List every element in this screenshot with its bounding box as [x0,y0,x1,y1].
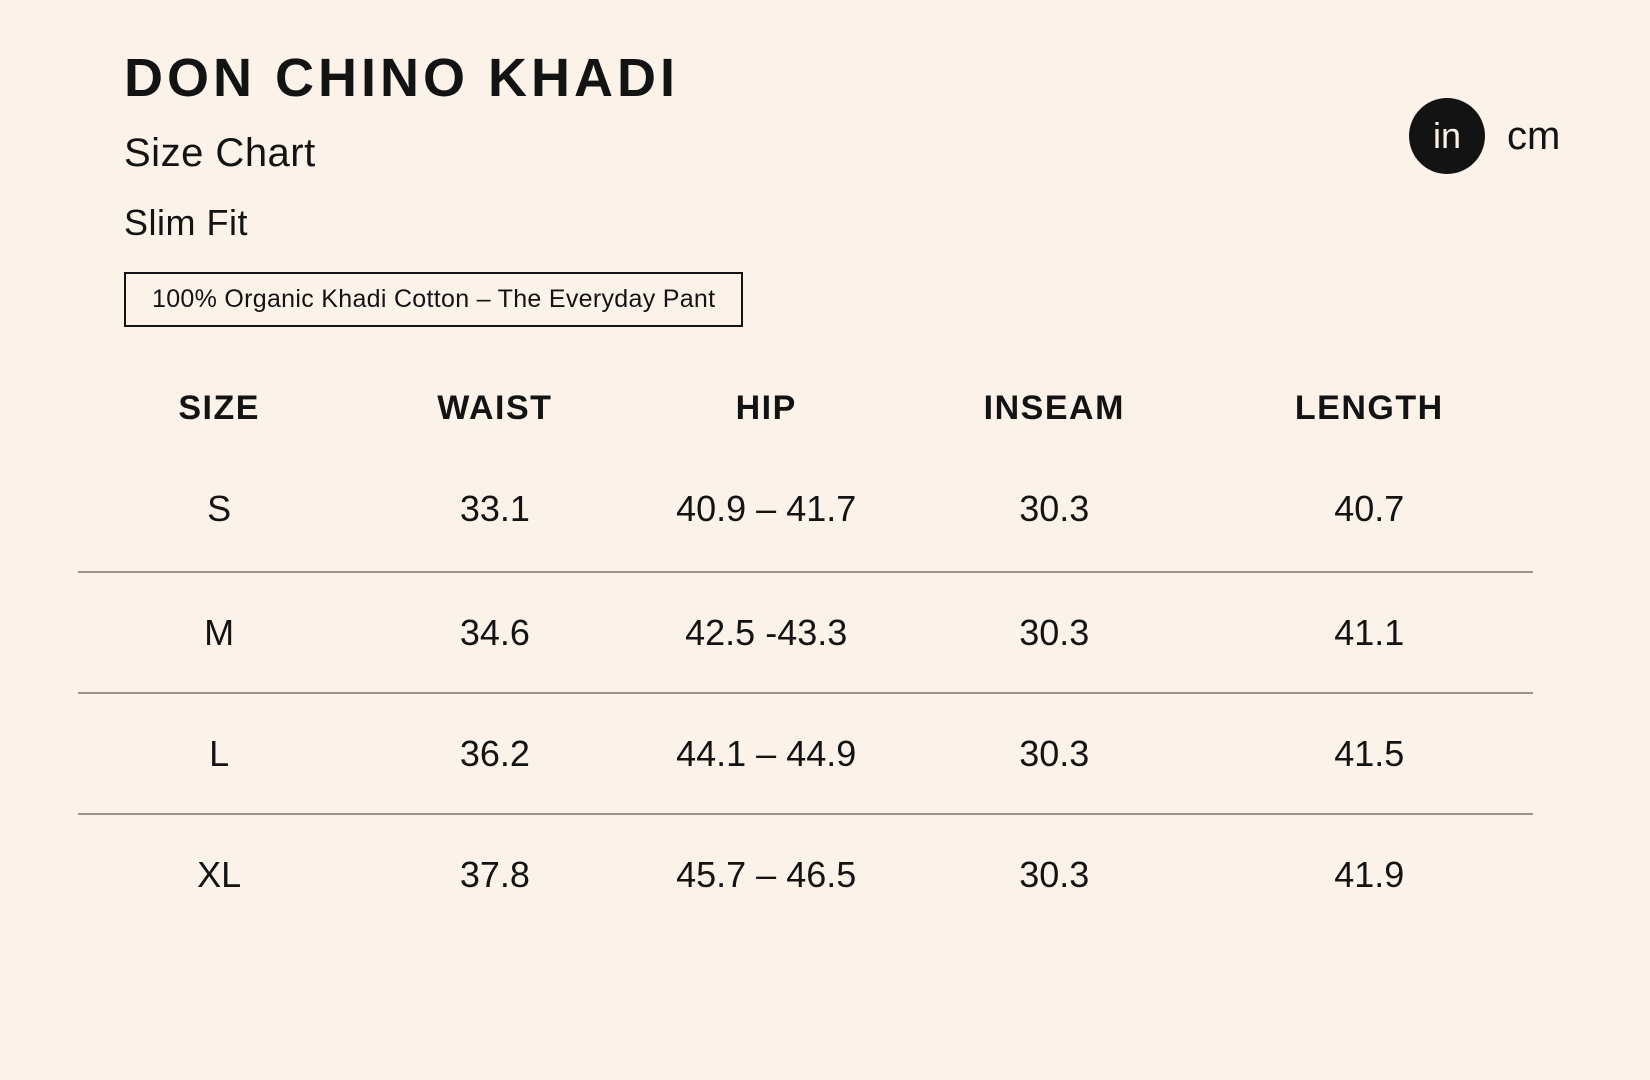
cell-hip: 40.9 – 41.7 [676,487,857,529]
cell-length: 41.9 [1334,853,1405,895]
cell-waist: 37.8 [459,853,530,895]
cell-waist: 34.6 [459,611,530,653]
page-title: Size Chart [124,130,316,175]
cell-waist: 36.2 [459,732,530,774]
cell-inseam: 30.3 [1019,853,1090,895]
cell-hip: 45.7 – 46.5 [676,853,857,895]
column-header-hip: HIP [735,388,797,427]
unit-cm-button[interactable]: cm [1507,114,1561,158]
header: DON CHINO KHADI Size Chart Slim Fit 100%… [124,48,744,327]
cell-length: 40.7 [1334,487,1405,529]
table-header-row: SIZE WAIST HIP INSEAM LENGTH [78,370,1533,446]
cell-size: M [204,611,235,653]
column-header-length: LENGTH [1294,388,1444,427]
product-title: DON CHINO KHADI [124,48,679,108]
cell-length: 41.1 [1334,611,1405,653]
fit-label: Slim Fit [124,201,248,243]
cell-size: XL [197,853,242,895]
cell-inseam: 30.3 [1019,487,1090,529]
size-table: SIZE WAIST HIP INSEAM LENGTH S 33.1 40.9… [78,370,1533,934]
cell-hip: 42.5 -43.3 [685,611,848,653]
table-row-l: L 36.2 44.1 – 44.9 30.3 41.5 [78,692,1533,813]
fabric-badge: 100% Organic Khadi Cotton – The Everyday… [124,271,744,327]
table-row-s: S 33.1 40.9 – 41.7 30.3 40.7 [78,446,1533,571]
cell-hip: 44.1 – 44.9 [676,732,857,774]
table-row-xl: XL 37.8 45.7 – 46.5 30.3 41.9 [78,813,1533,934]
cell-waist: 33.1 [459,487,530,529]
unit-in-button[interactable]: in [1409,98,1485,174]
cell-inseam: 30.3 [1019,611,1090,653]
column-header-inseam: INSEAM [983,388,1125,427]
column-header-size: SIZE [178,388,260,427]
column-header-waist: WAIST [437,388,553,427]
cell-inseam: 30.3 [1019,732,1090,774]
cell-length: 41.5 [1334,732,1405,774]
cell-size: S [207,487,232,529]
cell-size: L [209,732,230,774]
unit-toggle: in cm [1409,98,1560,174]
table-row-m: M 34.6 42.5 -43.3 30.3 41.1 [78,571,1533,692]
